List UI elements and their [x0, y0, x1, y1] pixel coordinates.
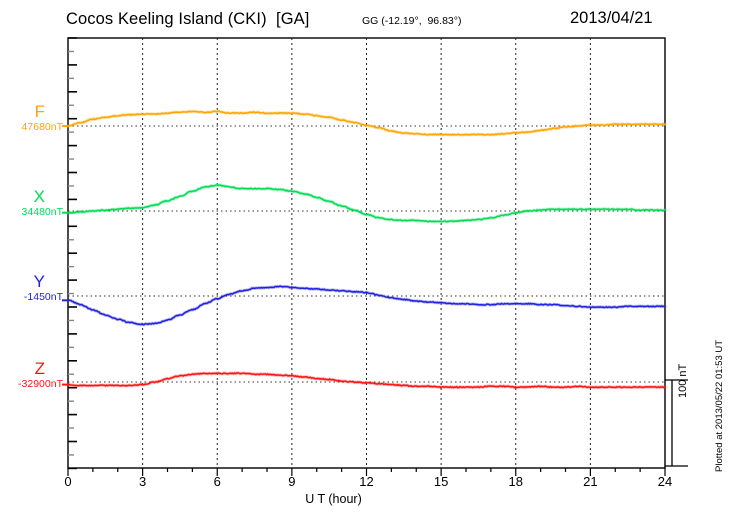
observation-date: 2013/04/21 [570, 9, 653, 27]
trace-y [67, 285, 666, 326]
component-label-x: X 34480nT [0, 188, 66, 219]
component-letter-f: F [34, 102, 45, 121]
x-tick-label: 0 [64, 474, 72, 489]
page-title: Cocos Keeling Island (CKI) [GA] [66, 10, 310, 28]
component-label-f: F 47680nT [0, 103, 66, 134]
scale-bar-label: 100 nT [677, 363, 689, 398]
x-tick-label: 6 [213, 474, 221, 489]
plotted-timestamp: Plotted at 2013/05/22 01:53 UT [714, 339, 725, 472]
component-letter-y: Y [33, 272, 45, 291]
component-baseline-z: -32900nT [18, 378, 63, 390]
trace-x [67, 184, 666, 223]
trace-f [67, 110, 666, 136]
x-tick-label: 21 [583, 474, 598, 489]
component-letter-z: Z [34, 359, 45, 378]
trace-glow-z [66, 371, 667, 390]
x-tick-label: 24 [657, 474, 673, 489]
x-tick-label: 18 [508, 474, 523, 489]
component-label-y: Y -1450nT [0, 273, 66, 304]
component-baseline-y: -1450nT [23, 291, 63, 303]
x-tick-label: 3 [139, 474, 147, 489]
component-letter-x: X [33, 187, 45, 206]
chart-header: Cocos Keeling Island (CKI) [GA] GG (-12.… [0, 0, 730, 38]
component-label-z: Z -32900nT [0, 360, 66, 391]
geographic-coordinates: GG (-12.19°, 96.83°) [362, 15, 462, 27]
component-baseline-x: 34480nT [21, 206, 63, 218]
x-tick-label: 9 [288, 474, 296, 489]
x-tick-label: 15 [433, 474, 449, 489]
trace-z [67, 372, 666, 389]
component-baseline-f: 47680nT [21, 121, 63, 133]
x-tick-label: 12 [359, 474, 374, 489]
x-axis-title: U T (hour) [305, 492, 362, 506]
